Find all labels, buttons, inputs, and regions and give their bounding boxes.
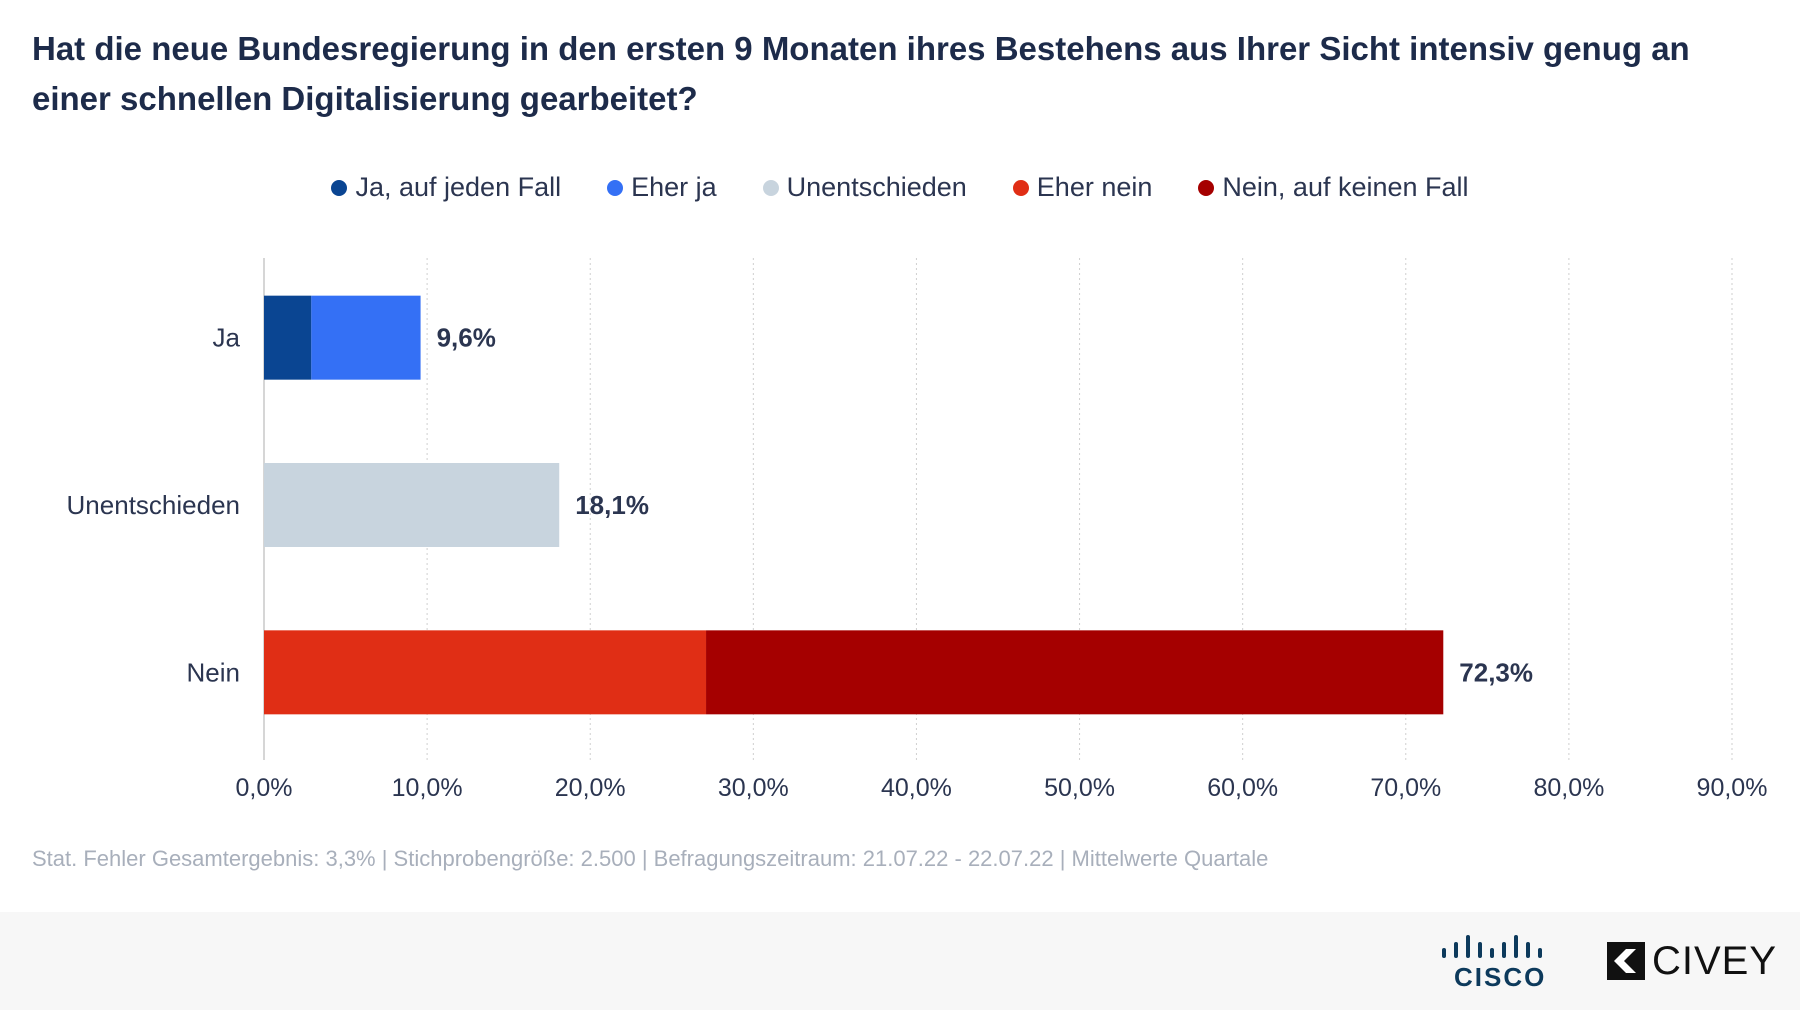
chart-title: Hat die neue Bundesregierung in den erst…: [32, 30, 1690, 117]
x-tick-label: 0,0%: [236, 774, 293, 802]
bar-segment: [264, 295, 312, 380]
footnote: Stat. Fehler Gesamtergebnis: 3,3% | Stic…: [32, 846, 1269, 871]
legend-swatch: [1012, 179, 1029, 196]
x-tick-label: 30,0%: [718, 774, 789, 802]
x-tick-label: 40,0%: [881, 774, 952, 802]
civey-logo: CIVEY: [1606, 936, 1777, 986]
legend-swatch: [1198, 179, 1215, 196]
cisco-bars-icon: [1442, 935, 1542, 958]
legend-label: Nein, auf keinen Fall: [1222, 172, 1469, 202]
legend-label: Ja, auf jeden Fall: [355, 172, 562, 202]
category-label: Unentschieden: [67, 490, 240, 520]
bar-total-label: 9,6%: [437, 323, 496, 353]
bar-total-label: 72,3%: [1459, 657, 1533, 687]
x-tick-label: 60,0%: [1207, 774, 1278, 802]
x-tick-label: 10,0%: [392, 774, 463, 802]
x-tick-label: 70,0%: [1370, 774, 1441, 802]
x-tick-label: 80,0%: [1533, 774, 1604, 802]
legend: Ja, auf jeden Fall Eher ja Unentschieden Eh…: [0, 172, 1800, 203]
legend-swatch: [762, 179, 779, 196]
cisco-wordmark: CISCO: [1454, 962, 1547, 992]
cisco-logo: CISCO: [1440, 932, 1550, 992]
civey-mark-icon: [1607, 942, 1645, 980]
x-tick-label: 90,0%: [1697, 774, 1768, 802]
bar-segment: [706, 630, 1444, 715]
legend-item: Eher nein: [1012, 172, 1153, 203]
bar-segment: [311, 295, 421, 380]
legend-swatch: [331, 179, 348, 196]
bar-total-label: 18,1%: [575, 490, 649, 520]
legend-label: Unentschieden: [786, 172, 967, 202]
bar-segment: [264, 463, 560, 547]
civey-wordmark: CIVEY: [1652, 938, 1778, 983]
x-tick-label: 50,0%: [1044, 774, 1115, 802]
legend-item: Nein, auf keinen Fall: [1198, 172, 1469, 203]
bar-chart: 0,0% 10,0% 20,0% 30,0% 40,0% 50,0% 60,0% 70,0% 8…: [67, 258, 1768, 802]
bar-segment: [264, 630, 707, 715]
legend-item: Unentschieden: [762, 172, 967, 203]
category-label: Nein: [187, 657, 240, 687]
x-tick-label: 20,0%: [555, 774, 626, 802]
category-label: Ja: [213, 323, 241, 353]
footer: CISCO CIVEY: [0, 912, 1800, 1010]
legend-item: Ja, auf jeden Fall: [331, 172, 561, 203]
legend-label: Eher ja: [631, 172, 717, 202]
legend-label: Eher nein: [1036, 172, 1153, 202]
legend-swatch: [607, 179, 624, 196]
legend-item: Eher ja: [607, 172, 717, 203]
